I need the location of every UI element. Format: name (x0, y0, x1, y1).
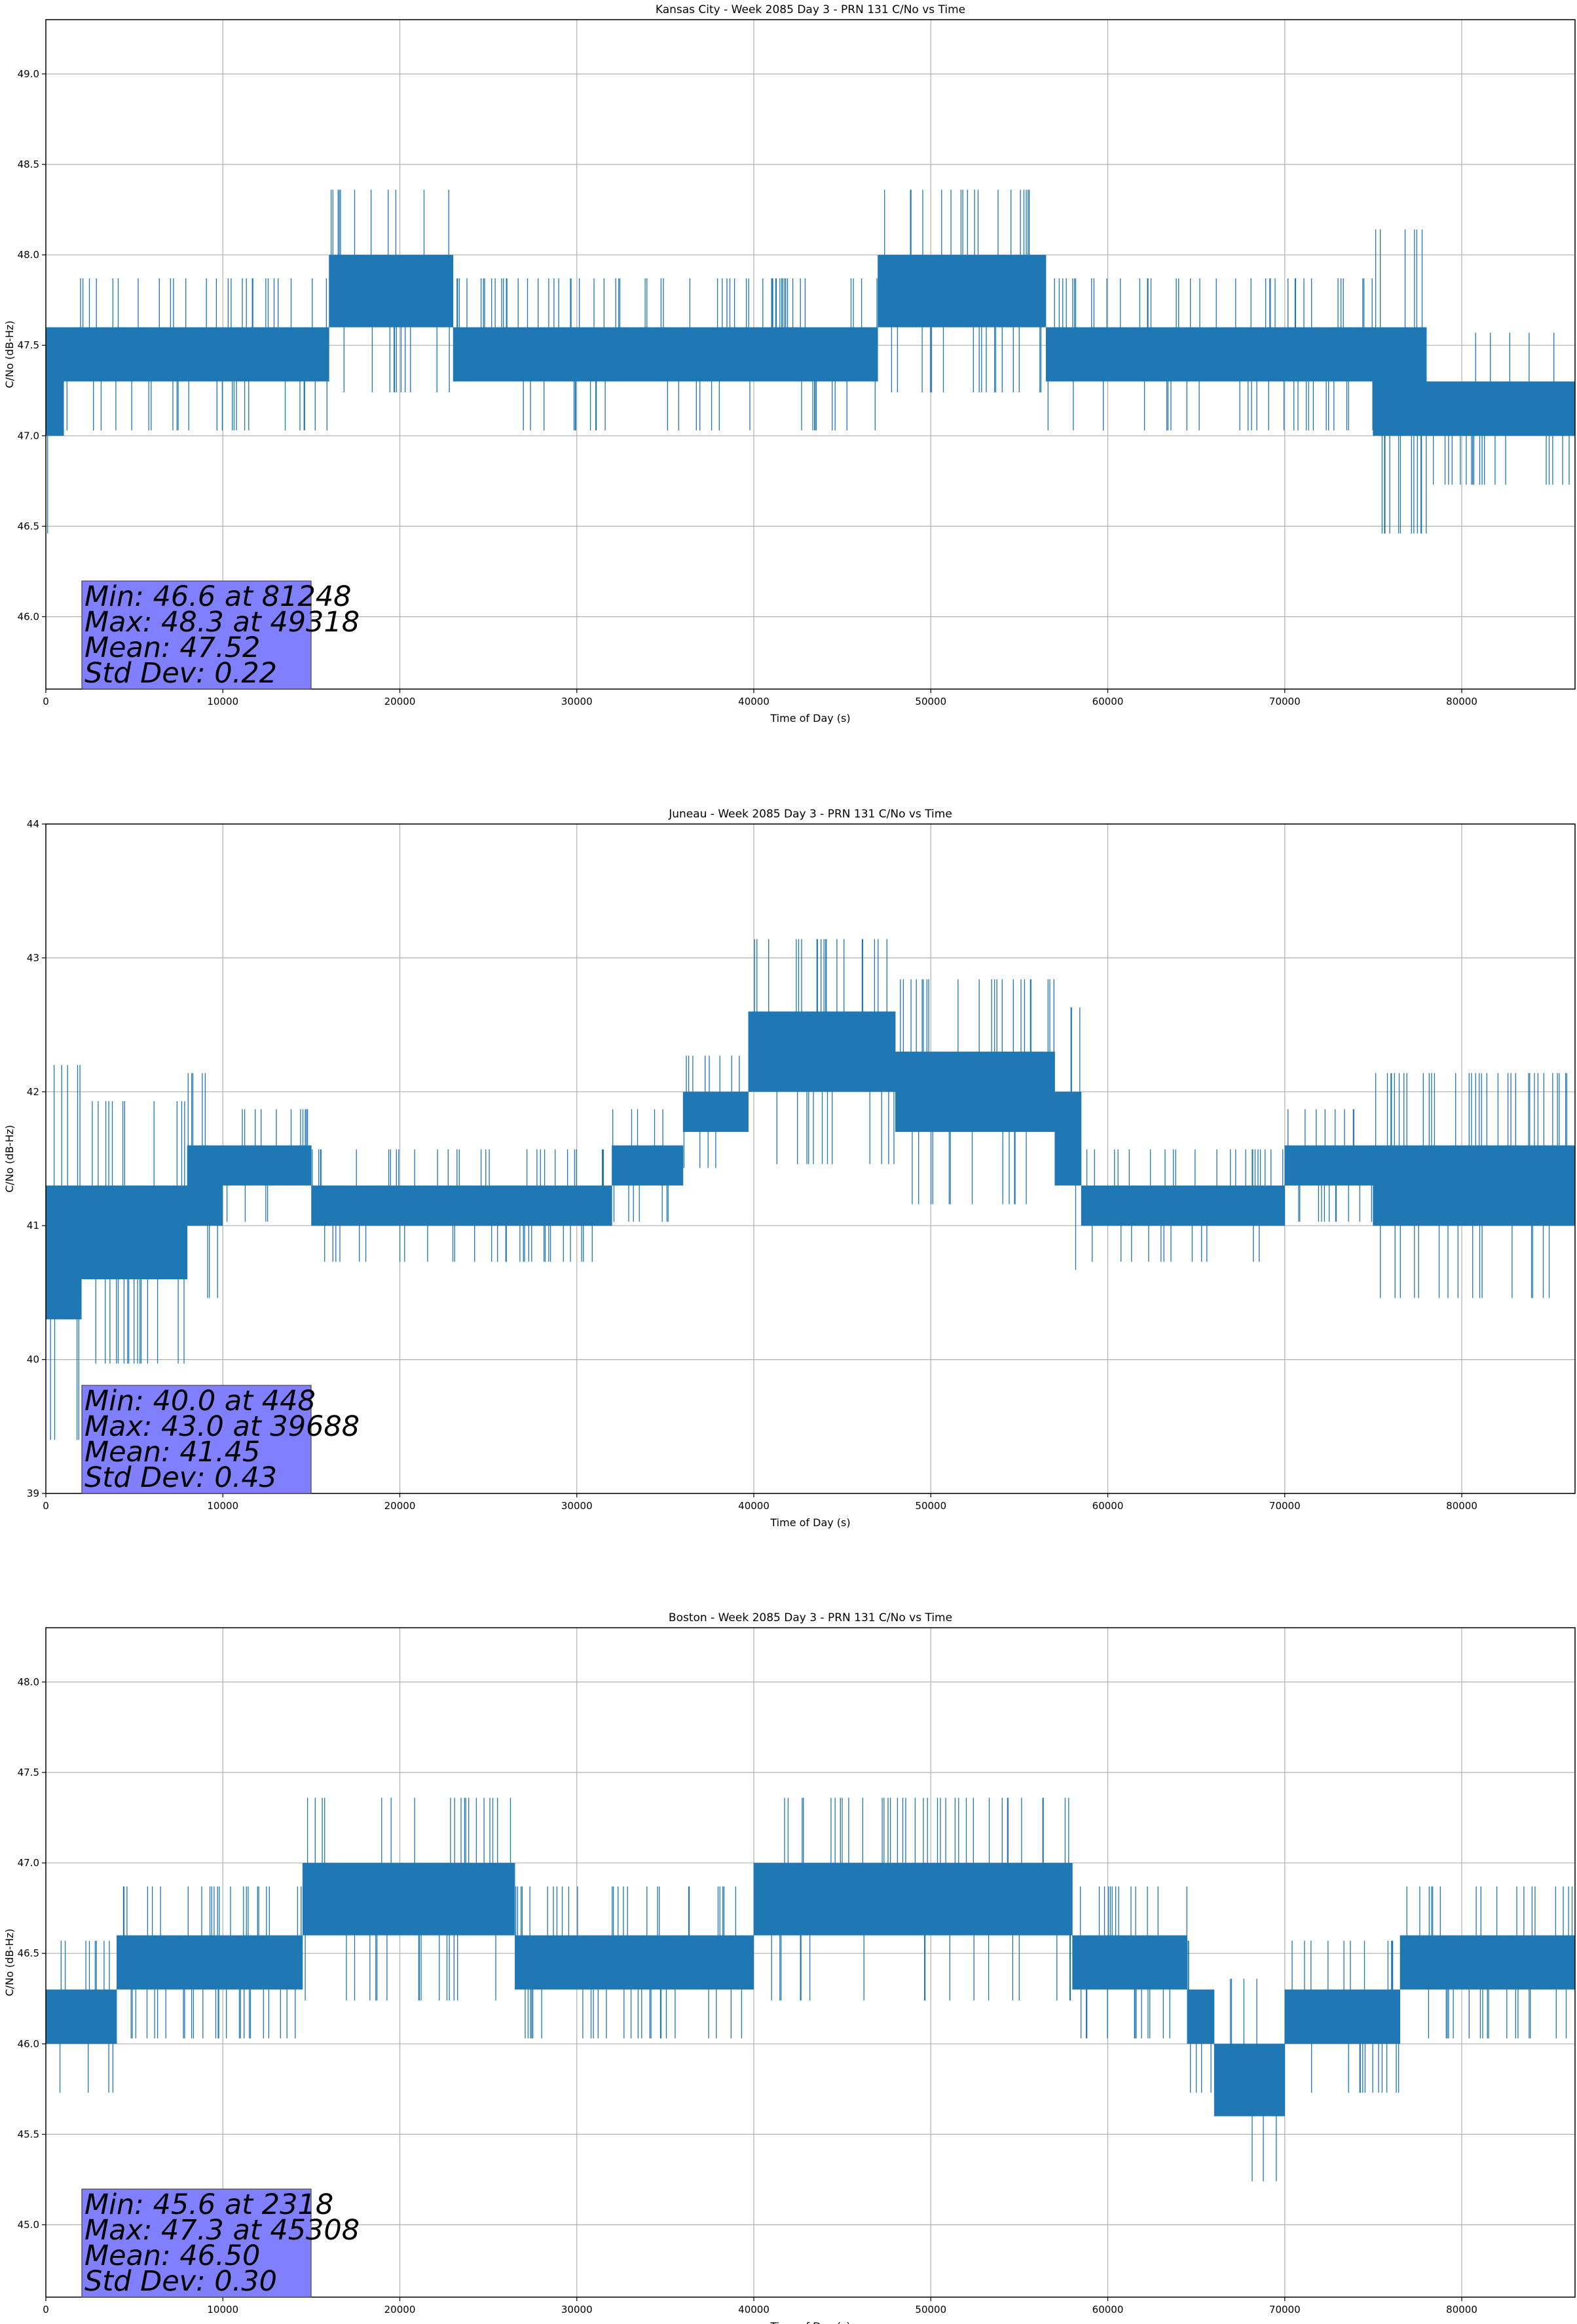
y-tick-label: 45.0 (18, 2219, 39, 2231)
stats-line: Std Dev: 0.43 (84, 1461, 277, 1494)
series-trace-group (46, 189, 1575, 534)
y-tick-label: 41 (27, 1220, 39, 1231)
stats-box (81, 1385, 312, 1494)
y-tick-label: 45.5 (18, 2128, 39, 2140)
y-tick-label: 48.5 (18, 159, 39, 170)
stats-line: Min: 46.6 at 81248 (84, 580, 352, 613)
x-tick-label: 50000 (915, 2304, 946, 2315)
x-tick-label: 40000 (738, 2304, 770, 2315)
x-tick-label: 70000 (1269, 1500, 1301, 1512)
series-trace (46, 189, 1575, 534)
x-tick-label: 70000 (1269, 2304, 1301, 2315)
x-tick-label: 20000 (384, 2304, 416, 2315)
x-tick-label: 80000 (1446, 696, 1477, 707)
chart-panel-2: 0 10000 20000 30000 40000 50000 60000 70000 8000… (3, 808, 1576, 1529)
stats-line: Std Dev: 0.30 (84, 2265, 277, 2298)
x-tick-label: 30000 (561, 696, 593, 707)
y-tick-label: 47.5 (18, 339, 39, 351)
series-trace (46, 1797, 1575, 2182)
x-tick-label: 0 (43, 1500, 49, 1512)
y-tick-label: 46.0 (18, 611, 39, 623)
y-axis-label: C/No (dB-Hz) (3, 1125, 16, 1192)
x-tick-label: 40000 (738, 696, 770, 707)
y-tick-label: 47.5 (18, 1767, 39, 1778)
x-tick-label: 60000 (1092, 1500, 1124, 1512)
y-tick-label: 48.0 (18, 1676, 39, 1688)
x-tick-label: 0 (43, 696, 49, 707)
stats-line: Mean: 41.45 (84, 1436, 260, 1469)
x-tick-label: 30000 (561, 2304, 593, 2315)
x-tick-label: 70000 (1269, 696, 1301, 707)
x-tick-label: 40000 (738, 1500, 770, 1512)
x-tick-label: 20000 (384, 696, 416, 707)
y-tick-label: 49.0 (18, 68, 39, 80)
y-tick-label: 43 (27, 952, 39, 964)
x-tick-label: 60000 (1092, 696, 1124, 707)
x-tick-label: 50000 (915, 1500, 946, 1512)
chart-panel-1: 0 10000 20000 30000 40000 50000 60000 70000 8000… (3, 3, 1576, 724)
chart-title: Boston - Week 2085 Day 3 - PRN 131 C/No … (669, 1611, 952, 1624)
stats-box (81, 2188, 312, 2298)
y-tick-label: 40 (27, 1354, 39, 1366)
y-tick-label: 47.0 (18, 1857, 39, 1869)
stats-line: Mean: 47.52 (84, 631, 260, 664)
y-tick-label: 46.5 (18, 1947, 39, 1959)
axes-frame (45, 19, 1576, 690)
y-axis-label: C/No (dB-Hz) (3, 1928, 16, 1996)
axes-frame (45, 823, 1576, 1494)
stats-line: Min: 45.6 at 2318 (84, 2188, 333, 2221)
y-tick-label: 44 (27, 818, 39, 830)
stats-line: Std Dev: 0.22 (84, 657, 277, 690)
x-tick-label: 10000 (207, 696, 238, 707)
x-tick-label: 0 (43, 2304, 49, 2315)
stats-line: Min: 40.0 at 448 (84, 1385, 316, 1417)
x-tick-label: 80000 (1446, 2304, 1477, 2315)
y-tick-label: 46.0 (18, 2038, 39, 2050)
stats-line: Max: 48.3 at 49318 (84, 606, 360, 639)
series-trace-group (46, 1797, 1575, 2182)
x-tick-label: 30000 (561, 1500, 593, 1512)
chart-title: Juneau - Week 2085 Day 3 - PRN 131 C/No … (668, 808, 952, 821)
series-trace (46, 939, 1575, 1440)
y-tick-label: 48.0 (18, 249, 39, 261)
series-trace-group (46, 939, 1575, 1440)
y-tick-label: 42 (27, 1086, 39, 1098)
stats-box (81, 580, 312, 690)
y-axis-label: C/No (dB-Hz) (3, 320, 16, 388)
x-axis-label: Time of Day (s) (770, 2320, 850, 2324)
y-tick-label: 46.5 (18, 520, 39, 532)
chart-title: Kansas City - Week 2085 Day 3 - PRN 131 … (656, 3, 965, 16)
stats-line: Mean: 46.50 (84, 2240, 260, 2272)
x-tick-label: 60000 (1092, 2304, 1124, 2315)
stats-line: Max: 43.0 at 39688 (84, 1410, 360, 1443)
x-tick-label: 10000 (207, 1500, 238, 1512)
stats-line: Max: 47.3 at 45308 (84, 2214, 360, 2247)
x-tick-label: 20000 (384, 1500, 416, 1512)
axes-frame (45, 1627, 1576, 2298)
y-tick-label: 39 (27, 1488, 39, 1499)
x-axis-label: Time of Day (s) (770, 712, 850, 724)
x-axis-label: Time of Day (s) (770, 1516, 850, 1529)
x-tick-label: 10000 (207, 2304, 238, 2315)
y-tick-label: 47.0 (18, 430, 39, 441)
x-tick-label: 80000 (1446, 1500, 1477, 1512)
chart-panel-3: 0 10000 20000 30000 40000 50000 60000 70000 8000… (3, 1611, 1576, 2324)
x-tick-label: 50000 (915, 696, 946, 707)
